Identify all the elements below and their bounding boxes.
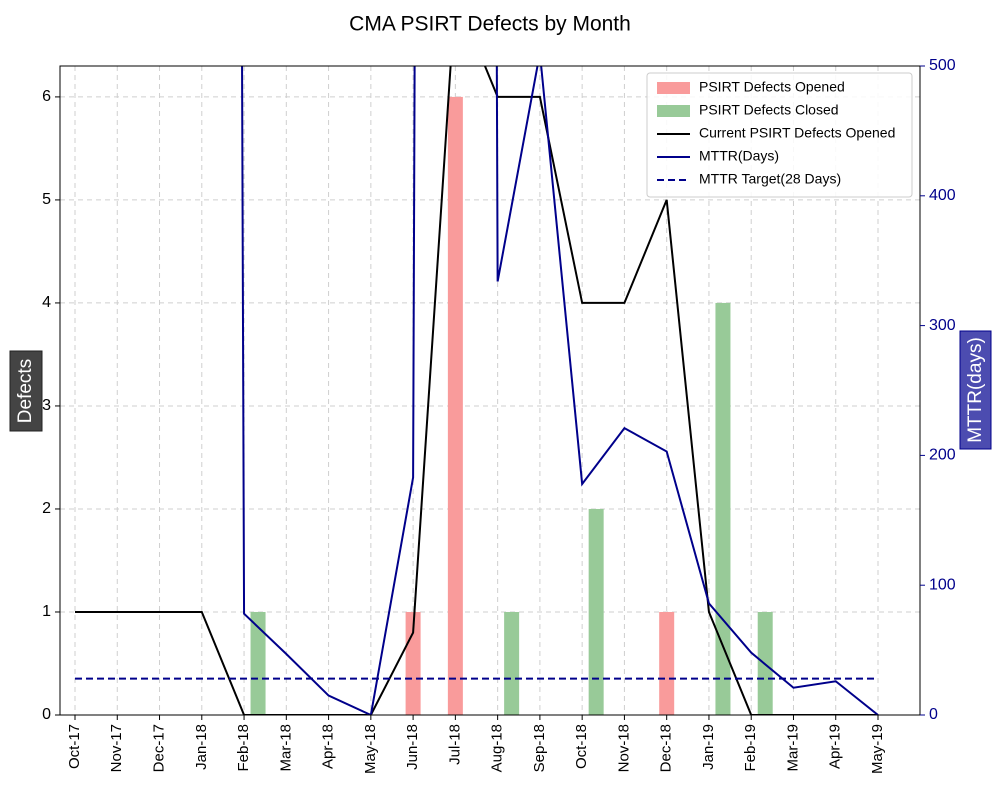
bar [715, 302, 731, 715]
x-tick-label: Jul-18 [446, 724, 463, 765]
bar [659, 611, 675, 715]
bar [588, 508, 604, 715]
y-tick-label: 6 [42, 88, 51, 105]
x-tick-label: Mar-19 [784, 724, 801, 772]
chart-title: CMA PSIRT Defects by Month [349, 13, 631, 36]
y2-tick-label: 300 [929, 317, 956, 334]
x-tick-label: May-18 [362, 724, 379, 774]
axes: Oct-17 Nov-17 Dec-17 Jan-18 Feb-18 Mar-18 Apr-… [42, 57, 956, 774]
x-tick-label: Jan-19 [700, 724, 717, 770]
x-tick-label: Nov-18 [615, 724, 632, 772]
legend: PSIRT Defects Opened PSIRT Defects Closed… [646, 72, 913, 198]
y2-tick-label: 0 [929, 706, 938, 723]
y-tick-label: 4 [42, 294, 51, 311]
x-tick-label: Dec-17 [150, 724, 167, 772]
y2-tick-label: 500 [929, 57, 956, 74]
x-tick-label: Jun-18 [404, 724, 421, 770]
x-tick-label: Sep-18 [531, 724, 548, 772]
x-tick-label: Aug-18 [489, 724, 506, 772]
x-tick-label: Mar-18 [277, 724, 294, 772]
legend-label: PSIRT Defects Opened [699, 79, 845, 95]
y-tick-label: 1 [42, 603, 51, 620]
legend-swatch [657, 82, 690, 94]
bar [447, 96, 463, 715]
x-tick-label: Dec-18 [658, 724, 675, 772]
y-tick-label: 3 [42, 397, 51, 414]
y2-tick-label: 100 [929, 576, 956, 593]
legend-label: MTTR Target(28 Days) [699, 171, 841, 187]
bar [504, 611, 520, 715]
y-label-box [9, 350, 43, 432]
x-tick-label: Feb-19 [742, 724, 759, 772]
x-tick-label: May-19 [869, 724, 886, 774]
legend-box [646, 72, 913, 198]
y2-tick-label: 400 [929, 187, 956, 204]
line [241, 66, 879, 715]
plot-frame [59, 65, 921, 716]
x-tick-label: Oct-18 [573, 724, 590, 769]
plot-area [75, 66, 879, 715]
line [75, 66, 878, 715]
legend-label: Current PSIRT Defects Opened [699, 125, 895, 141]
y-tick-label: 0 [42, 706, 51, 723]
x-tick-label: Apr-18 [320, 724, 337, 769]
legend-swatch [657, 105, 690, 117]
x-tick-label: Jan-18 [193, 724, 210, 770]
x-tick-label: Feb-18 [235, 724, 252, 772]
x-tick-label: Oct-17 [66, 724, 83, 769]
y2-tick-label: 200 [929, 447, 956, 464]
legend-label: MTTR(Days) [699, 148, 779, 164]
bar [250, 611, 266, 715]
y-tick-label: 2 [42, 500, 51, 517]
x-tick-label: Apr-19 [827, 724, 844, 769]
legend-label: PSIRT Defects Closed [699, 102, 839, 118]
y2-axis-label: MTTR(days) [965, 337, 986, 443]
x-tick-label: Nov-17 [108, 724, 125, 772]
y-axis-label: Defects [15, 359, 36, 423]
y2-label-box [959, 330, 992, 450]
y-tick-label: 5 [42, 191, 51, 208]
